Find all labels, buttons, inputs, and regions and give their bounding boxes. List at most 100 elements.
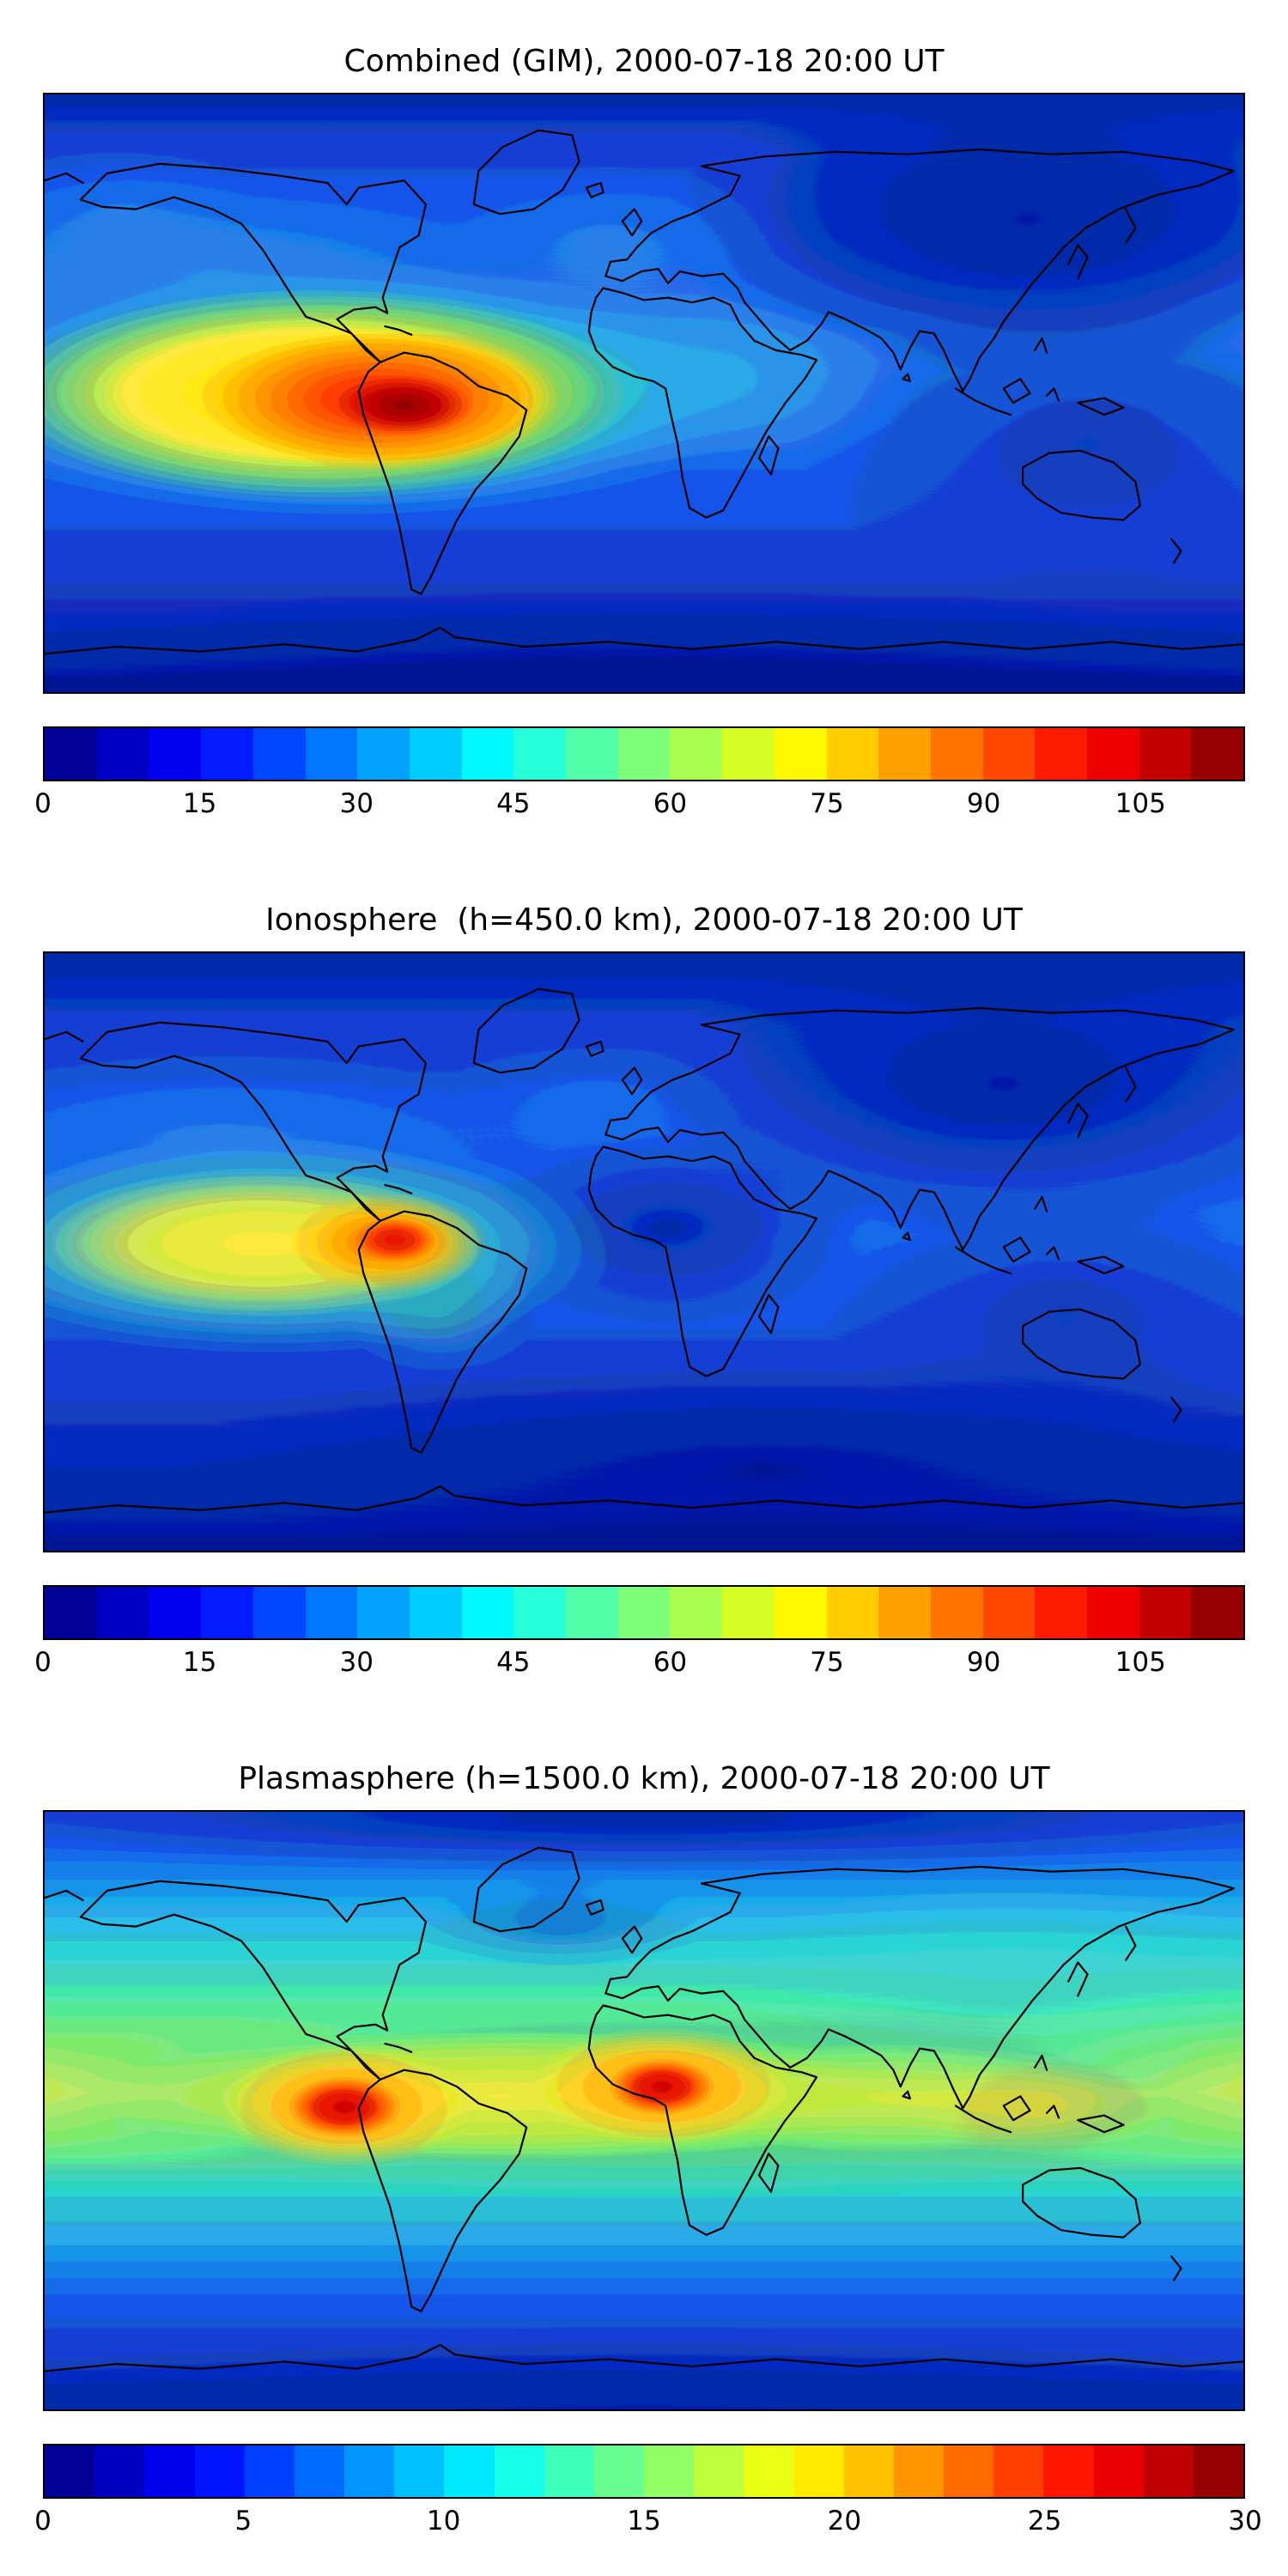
colorbar-segment bbox=[1139, 1587, 1192, 1638]
colorbar-tick-label: 75 bbox=[810, 1647, 844, 1678]
colorbar-segment bbox=[461, 728, 514, 780]
colorbar-tick-label: 10 bbox=[426, 2506, 461, 2537]
colorbar-segment bbox=[96, 1587, 149, 1638]
colorbar-segment bbox=[1193, 2445, 1244, 2497]
colorbar-tick-label: 90 bbox=[966, 788, 1001, 819]
colorbar-segment bbox=[1043, 2445, 1094, 2497]
colorbar-segment bbox=[826, 728, 879, 780]
colorbar-tick-label: 90 bbox=[966, 1647, 1001, 1678]
tec-map-combined bbox=[45, 94, 1243, 692]
colorbar-ticks-combined: 0 15 30 45 60 75 90 105 bbox=[34, 788, 1245, 824]
map-combined bbox=[43, 93, 1245, 694]
panel-plasmasphere: Plasmasphere (h=1500.0 km), 2000-07-18 2… bbox=[0, 1717, 1288, 2576]
colorbar-segment bbox=[944, 2445, 994, 2497]
colorbar-segment bbox=[513, 1587, 567, 1638]
colorbar-segment bbox=[1191, 728, 1244, 780]
colorbar-segment bbox=[357, 1587, 410, 1638]
colorbar-segment bbox=[394, 2445, 445, 2497]
colorbar-segment bbox=[294, 2445, 345, 2497]
colorbar-segment bbox=[1035, 728, 1088, 780]
colorbar-tick-label: 60 bbox=[653, 788, 688, 819]
colorbar-tick-label: 45 bbox=[496, 788, 531, 819]
colorbar-segment bbox=[461, 1587, 514, 1638]
tec-map-ionosphere bbox=[45, 953, 1243, 1551]
colorbar-tick-label: 105 bbox=[1115, 788, 1166, 819]
colorbar-tick-label: 20 bbox=[827, 2506, 862, 2537]
colorbar-segment bbox=[843, 2445, 894, 2497]
colorbar-segment bbox=[45, 728, 97, 780]
colorbar-segment bbox=[893, 2445, 945, 2497]
colorbar-segment bbox=[566, 1587, 618, 1638]
colorbar-segment bbox=[1143, 2445, 1194, 2497]
colorbar-tick-label: 75 bbox=[810, 788, 844, 819]
colorbar-segment bbox=[544, 2445, 594, 2497]
colorbar-segment bbox=[1087, 1587, 1139, 1638]
colorbar-tick-label: 25 bbox=[1027, 2506, 1062, 2537]
colorbar-segment bbox=[444, 2445, 495, 2497]
colorbar-segment bbox=[878, 1587, 931, 1638]
colorbar-segment bbox=[252, 728, 306, 780]
colorbar-tick-label: 15 bbox=[182, 1647, 217, 1678]
colorbar-tick-label: 5 bbox=[234, 2506, 252, 2537]
colorbar-segment bbox=[670, 728, 723, 780]
colorbar-segment bbox=[149, 1587, 202, 1638]
colorbar-segment bbox=[96, 728, 149, 780]
colorbar-segment bbox=[409, 728, 462, 780]
colorbar-segment bbox=[149, 728, 202, 780]
colorbar-segment bbox=[201, 1587, 253, 1638]
colorbar-segment bbox=[1087, 728, 1139, 780]
panel-title: Ionosphere (h=450.0 km), 2000-07-18 20:0… bbox=[265, 902, 1023, 938]
colorbar-segment bbox=[566, 728, 618, 780]
colorbar-tick-label: 0 bbox=[34, 788, 52, 819]
colorbar-segment bbox=[670, 1587, 723, 1638]
colorbar-segment bbox=[1093, 2445, 1144, 2497]
colorbar-segment bbox=[513, 728, 567, 780]
colorbar-tick-label: 60 bbox=[653, 1647, 688, 1678]
colorbar-segment bbox=[94, 2445, 145, 2497]
colorbar-segment bbox=[201, 728, 253, 780]
colorbar-segment bbox=[1035, 1587, 1088, 1638]
colorbar-segment bbox=[617, 728, 671, 780]
colorbar-segment bbox=[644, 2445, 695, 2497]
colorbar-segment bbox=[593, 2445, 645, 2497]
colorbar-segment bbox=[144, 2445, 195, 2497]
panel-title: Combined (GIM), 2000-07-18 20:00 UT bbox=[343, 44, 945, 79]
colorbar-segment bbox=[617, 1587, 671, 1638]
colorbar-segment bbox=[357, 728, 410, 780]
colorbar-segment bbox=[793, 2445, 844, 2497]
colorbar-segment bbox=[722, 728, 775, 780]
colorbar-tick-label: 0 bbox=[34, 1647, 52, 1678]
tec-map-plasmasphere bbox=[45, 1812, 1243, 2409]
colorbar-combined bbox=[43, 726, 1245, 781]
colorbar-ticks-ionosphere: 0 15 30 45 60 75 90 105 bbox=[34, 1647, 1245, 1683]
colorbar-tick-label: 30 bbox=[1228, 2506, 1262, 2537]
colorbar-tick-label: 105 bbox=[1115, 1647, 1166, 1678]
colorbar-segment bbox=[409, 1587, 462, 1638]
colorbar-segment bbox=[744, 2445, 794, 2497]
colorbar-segment bbox=[194, 2445, 245, 2497]
colorbar-tick-label: 15 bbox=[182, 788, 217, 819]
colorbar-ticks-plasmasphere: 0 5 10 15 20 25 30 bbox=[34, 2506, 1262, 2542]
colorbar-tick-label: 30 bbox=[339, 788, 374, 819]
colorbar-segment bbox=[993, 2445, 1044, 2497]
colorbar-tick-label: 45 bbox=[496, 1647, 531, 1678]
colorbar-segment bbox=[45, 1587, 97, 1638]
colorbar-ionosphere bbox=[43, 1585, 1245, 1640]
colorbar-tick-label: 0 bbox=[34, 2506, 52, 2537]
colorbar-segment bbox=[244, 2445, 295, 2497]
contour-field bbox=[45, 953, 1243, 1551]
map-ionosphere bbox=[43, 951, 1245, 1552]
colorbar-segment bbox=[45, 2445, 95, 2497]
colorbar-segment bbox=[305, 728, 358, 780]
colorbar-segment bbox=[774, 1587, 827, 1638]
colorbar-segment bbox=[344, 2445, 395, 2497]
panel-combined: Combined (GIM), 2000-07-18 20:00 UT bbox=[0, 0, 1288, 859]
contour-field bbox=[45, 94, 1243, 692]
colorbar-segment bbox=[494, 2445, 544, 2497]
colorbar-segment bbox=[982, 728, 1036, 780]
colorbar-segment bbox=[1139, 728, 1192, 780]
colorbar-segment bbox=[826, 1587, 879, 1638]
colorbar-segment bbox=[1191, 1587, 1244, 1638]
panel-ionosphere: Ionosphere (h=450.0 km), 2000-07-18 20:0… bbox=[0, 859, 1288, 1717]
